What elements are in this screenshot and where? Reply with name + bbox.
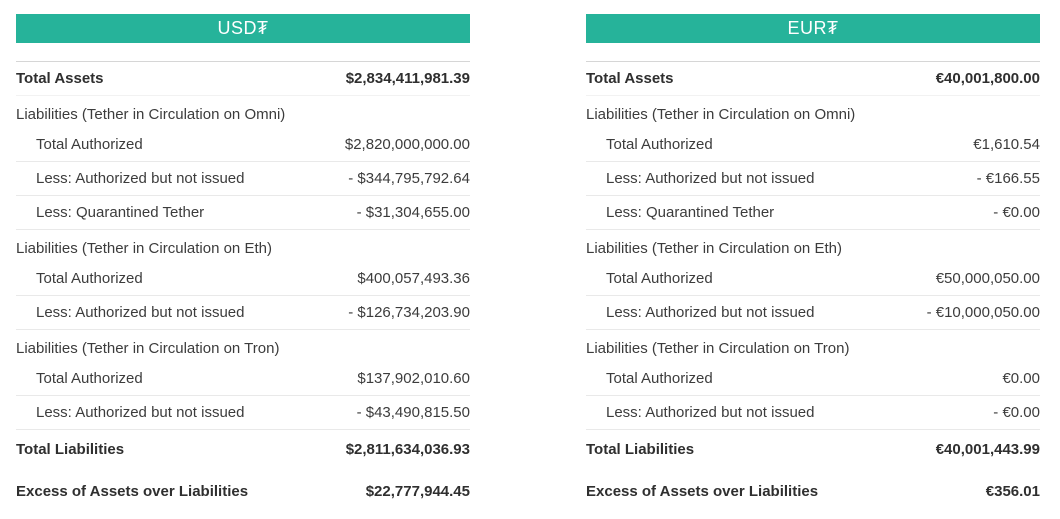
row-label: Less: Authorized but not issued [36, 170, 245, 187]
row-value: €356.01 [985, 483, 1040, 500]
table-row: Less: Authorized but not issued - €166.5… [586, 162, 1040, 196]
table-row: Total Liabilities $2,811,634,036.93 [16, 430, 470, 469]
balance-table-usdt: USD₮ Total Assets $2,834,411,981.39 Liab… [16, 14, 470, 519]
row-label: Less: Authorized but not issued [36, 304, 245, 321]
table-row: Total Authorized €0.00 [586, 362, 1040, 396]
table-row: Total Assets $2,834,411,981.39 [16, 61, 470, 96]
currency-header-usdt: USD₮ [16, 14, 470, 43]
row-label: Total Authorized [606, 370, 713, 387]
currency-header-eurt: EUR₮ [586, 14, 1040, 43]
table-row: Excess of Assets over Liabilities $22,77… [16, 469, 470, 514]
row-value: $2,811,634,036.93 [345, 441, 470, 458]
table-row: Less: Authorized but not issued - €0.00 [586, 396, 1040, 430]
row-value: €40,001,443.99 [935, 441, 1040, 458]
row-value: - $344,795,792.64 [348, 170, 470, 187]
table-row: Less: Quarantined Tether - $31,304,655.0… [16, 196, 470, 230]
row-label: Total Authorized [606, 270, 713, 287]
row-value: €50,000,050.00 [935, 270, 1040, 287]
row-value: $2,820,000,000.00 [344, 136, 470, 153]
row-value: - €10,000,050.00 [926, 304, 1040, 321]
balance-rows-usdt: Total Assets $2,834,411,981.39 Liabiliti… [16, 61, 470, 514]
row-label: Less: Quarantined Tether [606, 204, 775, 221]
section-row: Liabilities (Tether in Circulation on Om… [586, 96, 1040, 128]
row-label: Less: Authorized but not issued [606, 304, 815, 321]
table-row: Less: Authorized but not issued - $43,49… [16, 396, 470, 430]
row-value: - €0.00 [993, 404, 1040, 421]
table-row: Total Authorized €50,000,050.00 [586, 262, 1040, 296]
row-value: €40,001,800.00 [935, 70, 1040, 87]
row-value: €0.00 [1002, 370, 1040, 387]
row-value: - $31,304,655.00 [356, 204, 470, 221]
table-row: Total Authorized €1,610.54 [586, 128, 1040, 162]
section-row: Liabilities (Tether in Circulation on Om… [16, 96, 470, 128]
row-value: - €166.55 [976, 170, 1040, 187]
row-value: $22,777,944.45 [365, 483, 470, 500]
table-row: Total Liabilities €40,001,443.99 [586, 430, 1040, 469]
row-label: Total Authorized [606, 136, 713, 153]
table-row: Excess of Assets over Liabilities €356.0… [586, 469, 1040, 514]
row-label: Liabilities (Tether in Circulation on Et… [16, 240, 272, 257]
row-label: Total Liabilities [586, 441, 695, 458]
row-label: Liabilities (Tether in Circulation on Tr… [586, 340, 850, 357]
table-row: Less: Quarantined Tether - €0.00 [586, 196, 1040, 230]
row-value: - $43,490,815.50 [356, 404, 470, 421]
table-row: Less: Authorized but not issued - $126,7… [16, 296, 470, 330]
row-label: Less: Authorized but not issued [606, 404, 815, 421]
section-row: Liabilities (Tether in Circulation on Tr… [586, 330, 1040, 362]
row-label: Excess of Assets over Liabilities [586, 483, 819, 500]
row-label: Liabilities (Tether in Circulation on Et… [586, 240, 842, 257]
section-row: Liabilities (Tether in Circulation on Et… [16, 230, 470, 262]
table-row: Total Authorized $137,902,010.60 [16, 362, 470, 396]
table-row: Total Authorized $2,820,000,000.00 [16, 128, 470, 162]
row-label: Liabilities (Tether in Circulation on Tr… [16, 340, 280, 357]
row-label: Total Assets [16, 70, 104, 87]
row-value: - €0.00 [993, 204, 1040, 221]
row-label: Liabilities (Tether in Circulation on Om… [16, 106, 286, 123]
row-label: Total Liabilities [16, 441, 125, 458]
row-value: $2,834,411,981.39 [345, 70, 470, 87]
section-row: Liabilities (Tether in Circulation on Tr… [16, 330, 470, 362]
row-label: Less: Quarantined Tether [36, 204, 205, 221]
row-label: Total Authorized [36, 136, 143, 153]
row-label: Less: Authorized but not issued [36, 404, 245, 421]
balance-rows-eurt: Total Assets €40,001,800.00 Liabilities … [586, 61, 1040, 514]
row-value: $137,902,010.60 [357, 370, 470, 387]
section-row: Liabilities (Tether in Circulation on Et… [586, 230, 1040, 262]
row-value: €1,610.54 [973, 136, 1040, 153]
row-label: Total Assets [586, 70, 674, 87]
table-row: Total Assets €40,001,800.00 [586, 61, 1040, 96]
row-label: Less: Authorized but not issued [606, 170, 815, 187]
row-label: Liabilities (Tether in Circulation on Om… [586, 106, 856, 123]
row-value: $400,057,493.36 [357, 270, 470, 287]
table-row: Less: Authorized but not issued - €10,00… [586, 296, 1040, 330]
row-label: Excess of Assets over Liabilities [16, 483, 249, 500]
row-label: Total Authorized [36, 270, 143, 287]
table-row: Total Authorized $400,057,493.36 [16, 262, 470, 296]
row-label: Total Authorized [36, 370, 143, 387]
row-value: - $126,734,203.90 [348, 304, 470, 321]
balance-table-eurt: EUR₮ Total Assets €40,001,800.00 Liabili… [586, 14, 1040, 519]
table-row: Less: Authorized but not issued - $344,7… [16, 162, 470, 196]
